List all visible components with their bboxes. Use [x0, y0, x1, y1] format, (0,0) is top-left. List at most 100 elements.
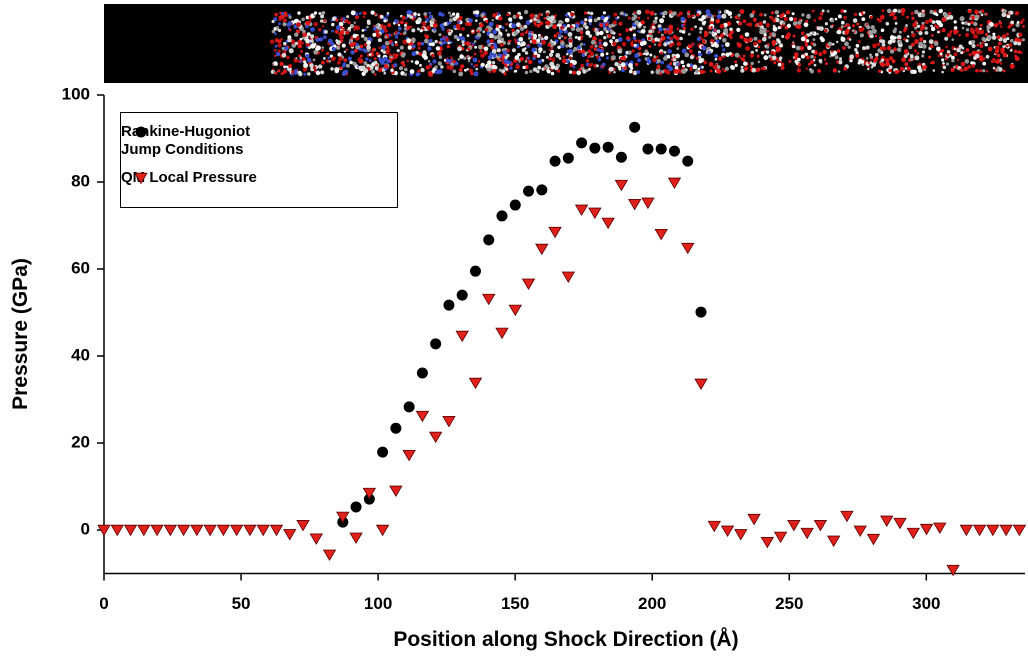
atom — [773, 52, 776, 55]
atom — [631, 40, 633, 42]
atom — [812, 10, 815, 13]
atom — [841, 21, 845, 25]
atom — [613, 71, 615, 73]
atom — [382, 59, 385, 62]
atom — [991, 60, 995, 64]
atom — [404, 68, 408, 72]
atom — [801, 32, 805, 36]
atom — [458, 72, 463, 77]
legend-symbol — [121, 169, 159, 187]
atom — [272, 20, 275, 23]
atom — [680, 60, 684, 64]
atom — [1008, 25, 1011, 28]
atom — [323, 57, 326, 60]
atom — [688, 44, 692, 48]
atom — [573, 66, 576, 69]
atom — [474, 40, 477, 43]
atom — [889, 56, 893, 60]
atom — [464, 69, 467, 72]
atom — [417, 17, 422, 22]
atom — [600, 44, 603, 47]
atom — [879, 39, 883, 43]
atom — [529, 19, 532, 22]
atom — [836, 41, 838, 43]
atom — [660, 12, 663, 15]
atom — [348, 27, 351, 30]
atom — [932, 20, 936, 24]
atom — [321, 46, 324, 49]
y-tick-label: 60 — [71, 258, 90, 277]
atom — [745, 32, 750, 37]
atom — [400, 20, 404, 24]
atom — [362, 29, 365, 32]
atom — [949, 54, 952, 57]
atom — [364, 28, 367, 31]
atom — [457, 46, 462, 51]
atom — [982, 41, 985, 44]
atom — [959, 69, 962, 72]
atom — [611, 52, 614, 55]
atom — [433, 28, 436, 31]
atom — [701, 66, 704, 69]
atom — [331, 30, 334, 33]
atom — [282, 53, 287, 58]
atom — [922, 10, 925, 13]
atom — [436, 46, 440, 50]
atom — [925, 31, 929, 35]
atom — [603, 36, 606, 39]
atom — [810, 60, 814, 64]
atom — [311, 44, 316, 49]
atom — [762, 37, 767, 42]
atom — [667, 42, 670, 45]
atom — [933, 69, 936, 72]
atom — [590, 52, 594, 56]
data-point — [814, 520, 826, 530]
atom — [667, 36, 670, 39]
atom — [819, 59, 823, 63]
atom — [920, 25, 925, 30]
atom — [412, 51, 417, 56]
atom — [590, 45, 594, 49]
atom — [404, 27, 407, 30]
atom — [715, 33, 718, 36]
atom — [407, 26, 410, 29]
atom — [621, 62, 626, 67]
atom — [782, 63, 785, 66]
data-point — [708, 521, 720, 531]
atom — [621, 69, 625, 73]
atom — [524, 10, 528, 14]
atom — [1018, 33, 1022, 37]
atom — [286, 56, 289, 59]
atom — [437, 51, 442, 56]
atom — [950, 30, 953, 33]
atom — [286, 66, 288, 68]
atom — [328, 57, 331, 60]
atom — [965, 59, 970, 64]
atom — [374, 61, 378, 65]
data-point — [231, 525, 243, 535]
atom — [639, 53, 642, 56]
atom — [289, 48, 294, 53]
atom — [410, 16, 413, 19]
atom — [911, 12, 914, 15]
atom — [478, 45, 483, 50]
atom — [676, 63, 679, 66]
atom — [625, 28, 629, 32]
atom — [647, 17, 650, 20]
y-tick-label: 20 — [71, 432, 90, 451]
atom — [668, 49, 672, 53]
data-point — [867, 534, 879, 544]
atom — [797, 58, 801, 62]
atom — [900, 68, 903, 71]
atom — [780, 44, 783, 47]
atom — [555, 53, 560, 58]
atom — [301, 18, 305, 22]
atom — [323, 19, 326, 22]
data-point — [668, 178, 680, 188]
atom — [888, 69, 891, 72]
atom — [508, 18, 512, 22]
atom — [522, 66, 525, 69]
atom — [872, 43, 877, 48]
atom — [497, 56, 500, 59]
atom — [360, 55, 363, 58]
